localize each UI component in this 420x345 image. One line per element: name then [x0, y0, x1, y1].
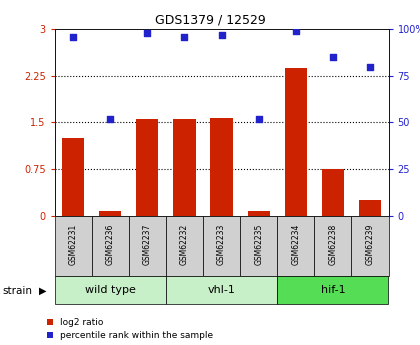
Bar: [166, 216, 203, 276]
Text: GSM62231: GSM62231: [68, 224, 78, 265]
Text: wild type: wild type: [85, 285, 136, 295]
Point: [107, 116, 113, 121]
Bar: [203, 216, 240, 276]
Point: [367, 64, 373, 69]
Bar: [92, 216, 129, 276]
Bar: [247, 211, 270, 216]
Bar: [314, 216, 352, 276]
Bar: [129, 216, 166, 276]
Point: [292, 28, 299, 34]
Text: GSM62236: GSM62236: [106, 224, 115, 265]
Bar: [352, 216, 388, 276]
Bar: [240, 216, 277, 276]
Text: GSM62233: GSM62233: [217, 224, 226, 265]
Text: GSM62237: GSM62237: [143, 224, 152, 265]
Text: GDS1379 / 12529: GDS1379 / 12529: [155, 14, 265, 27]
Bar: [62, 138, 84, 216]
Bar: [136, 119, 158, 216]
Bar: [210, 118, 233, 216]
Point: [255, 116, 262, 121]
Text: GSM62235: GSM62235: [254, 224, 263, 265]
Text: hif-1: hif-1: [320, 285, 345, 295]
Text: GSM62234: GSM62234: [291, 224, 300, 265]
Bar: [277, 276, 388, 304]
Legend: log2 ratio, percentile rank within the sample: log2 ratio, percentile rank within the s…: [47, 318, 213, 341]
Bar: [322, 169, 344, 216]
Text: ▶: ▶: [39, 286, 46, 296]
Bar: [99, 211, 121, 216]
Text: vhl-1: vhl-1: [207, 285, 236, 295]
Bar: [285, 68, 307, 216]
Text: GSM62232: GSM62232: [180, 224, 189, 265]
Text: GSM62238: GSM62238: [328, 224, 337, 265]
Point: [329, 55, 336, 60]
Bar: [166, 276, 277, 304]
Point: [181, 34, 188, 40]
Bar: [359, 200, 381, 216]
Text: GSM62239: GSM62239: [365, 224, 375, 265]
Bar: [55, 276, 166, 304]
Bar: [173, 119, 196, 216]
Point: [144, 30, 151, 36]
Bar: [55, 216, 92, 276]
Bar: [277, 216, 314, 276]
Text: strain: strain: [2, 286, 32, 296]
Point: [218, 32, 225, 38]
Point: [70, 34, 76, 40]
